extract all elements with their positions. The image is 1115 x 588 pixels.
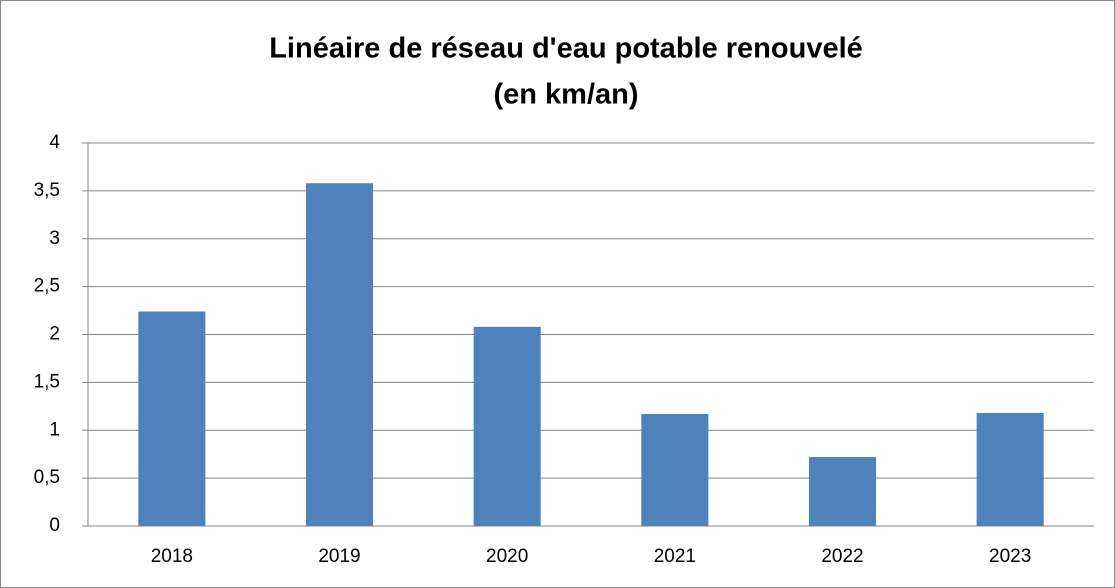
bar	[808, 457, 877, 526]
bar	[641, 413, 709, 526]
x-tick-label: 2018	[151, 546, 193, 567]
x-tick-label: 2020	[486, 546, 528, 567]
bar	[305, 183, 374, 526]
y-tick-label: 2,5	[34, 276, 60, 297]
y-tick-label: 1,5	[34, 371, 60, 392]
bar	[976, 413, 1044, 526]
chart-title: Linéaire de réseau d'eau potable renouve…	[269, 33, 863, 65]
x-tick-label: 2021	[654, 546, 696, 567]
x-tick-label: 2023	[989, 546, 1031, 567]
y-tick-label: 4	[49, 132, 60, 153]
y-tick-label: 3	[49, 228, 60, 249]
y-tick-label: 0	[49, 515, 60, 536]
y-tick-label: 2	[49, 324, 60, 345]
chart-title: (en km/an)	[493, 79, 638, 111]
bar	[473, 326, 541, 526]
x-tick-label: 2022	[821, 546, 863, 567]
y-tick-label: 1	[49, 419, 60, 440]
y-tick-label: 3,5	[34, 180, 60, 201]
x-tick-label: 2019	[318, 546, 360, 567]
bar	[138, 311, 206, 526]
y-tick-label: 0,5	[34, 467, 60, 488]
